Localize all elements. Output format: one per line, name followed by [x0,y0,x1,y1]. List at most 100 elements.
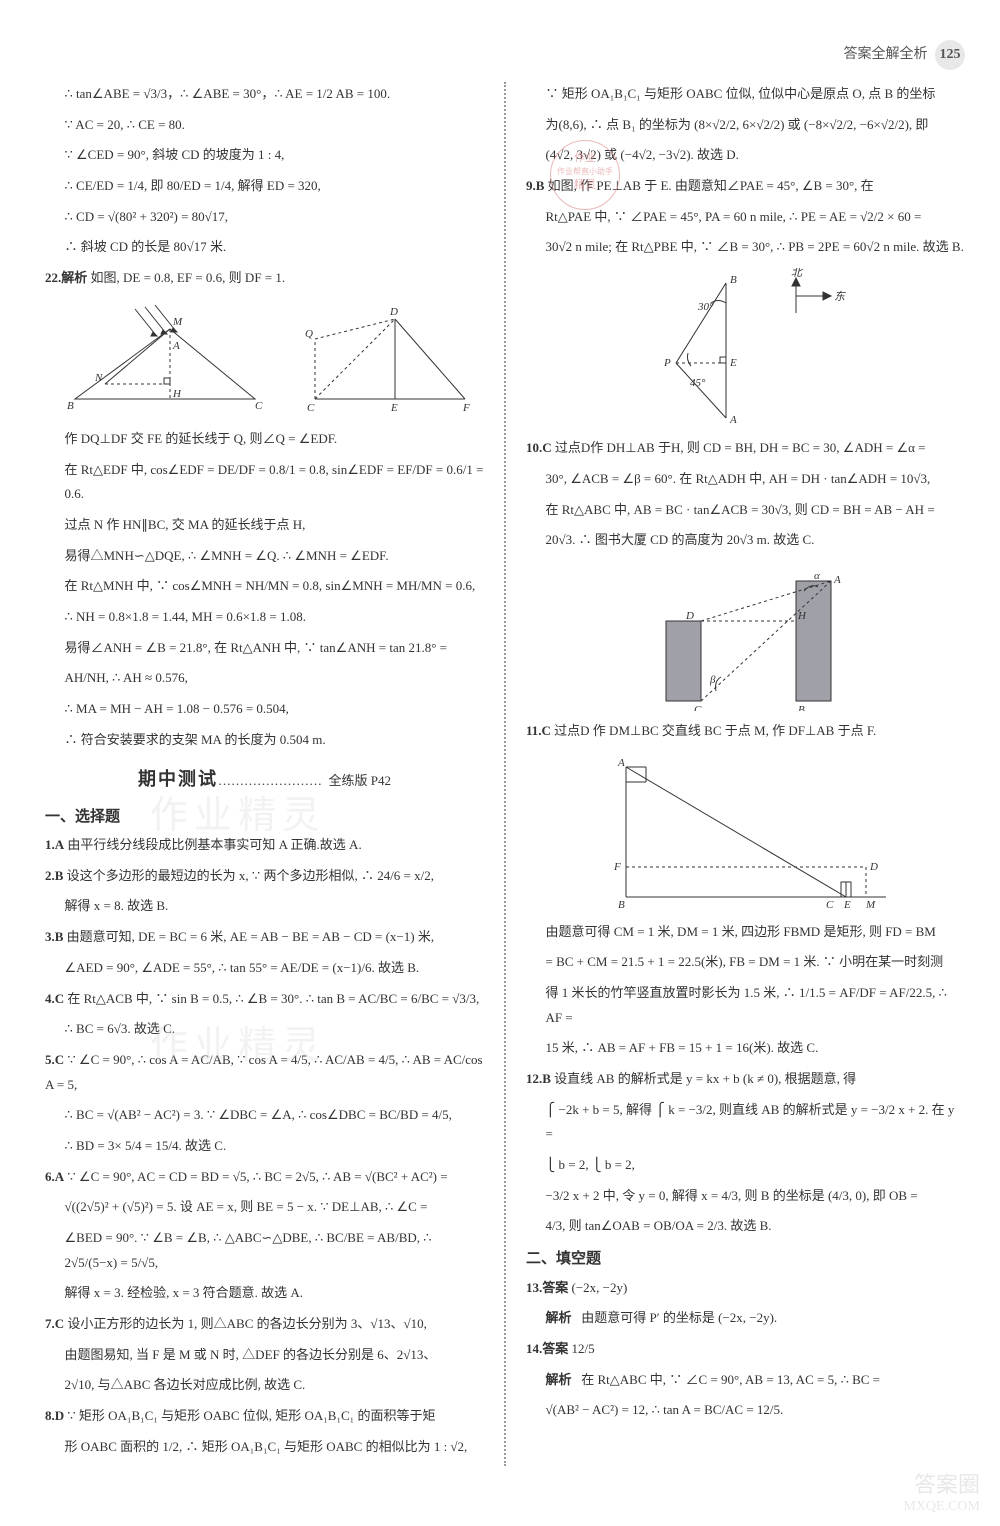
svg-text:C: C [826,899,834,911]
q12-num: 12.B [526,1071,551,1086]
q7-txt: 设小正方形的边长为 1, 则△ABC 的各边长分别为 3、√13、√10, [67,1316,427,1331]
q3-txt: 由题意可知, DE = BC = 6 米, AE = AB − BE = AB … [67,929,434,944]
q13-exp: 由题意可得 P′ 的坐标是 (−2x, −2y). [581,1310,777,1325]
figure-10: αA βD HCB [636,561,856,711]
q13-ans: (−2x, −2y) [572,1280,628,1295]
svg-text:45°: 45° [690,377,706,389]
footer-wm-l1: 答案圈 [903,1472,980,1498]
svg-text:D: D [869,861,878,873]
svg-text:F: F [462,402,470,414]
q3-txt2: ∠AED = 90°, ∠ADE = 55°, ∴ tan 55° = AE/D… [45,956,484,981]
q6-txt4: 解得 x = 3. 经检验, x = 3 符合题意. 故选 A. [45,1281,484,1306]
svg-text:E: E [843,899,851,911]
q22-k: ∴ 符合安装要求的支架 MA 的长度为 0.504 m. [45,728,484,753]
q14-num: 14.答案 [526,1341,568,1356]
svg-text:A: A [729,414,737,426]
q2-txt: 设这个多边形的最短边的长为 x, ∵ 两个多边形相似, ∴ 24/6 = x/2… [67,868,434,883]
stamp: 作业 作业帮直小助手 精灵 [550,140,620,210]
q2-num: 2.B [45,868,63,883]
svg-text:D: D [389,306,398,318]
q6-txt: ∵ ∠C = 90°, AC = CD = BD = √5, ∴ BC = 2√… [67,1169,447,1184]
q2-txt2: 解得 x = 8. 故选 B. [45,894,484,919]
q11-c: = BC + CM = 21.5 + 1 = 22.5(米), FB = DM … [526,950,965,975]
r-p8d: 为(8,6), ∴ 点 B₁ 的坐标为 (8×√2/2, 6×√2/2) 或 (… [526,113,965,138]
svg-text:C: C [694,704,702,711]
q22-b: 作 DQ⊥DF 交 FE 的延长线于 Q, 则∠Q = ∠EDF. [45,427,484,452]
l-p6: ∴ 斜坡 CD 的长是 80√17 米. [45,235,484,260]
q11-num: 11.C [526,723,551,738]
svg-text:P: P [663,357,671,369]
stamp-l1: 作业 [551,151,619,166]
page-number: 125 [935,40,965,70]
q12-txt3: −3/2 x + 2 中, 令 y = 0, 解得 x = 4/3, 则 B 的… [526,1184,965,1209]
svg-text:A: A [172,340,180,352]
svg-text:A: A [617,757,625,769]
q10-txt: 过点D作 DH⊥AB 于H, 则 CD = BH, DH = BC = 30, … [555,440,926,455]
q22-c: 在 Rt△EDF 中, cos∠EDF = DE/DF = 0.8/1 = 0.… [45,458,484,507]
figure-9: B北东 30°E P45°A [636,268,856,428]
q10-txt2: 30°, ∠ACB = ∠β = 60°. 在 Rt△ADH 中, AH = D… [526,467,965,492]
q14-exp: 在 Rt△ABC 中, ∵ ∠C = 90°, AB = 13, AC = 5,… [581,1372,880,1387]
q11-e: 15 米, ∴ AB = AF + FB = 15 + 1 = 16(米). 故… [526,1036,965,1061]
q11-txt: 过点D 作 DM⊥BC 交直线 BC 于点 M, 作 DF⊥AB 于点 F. [554,723,876,738]
heading-2: 二、填空题 [526,1245,965,1274]
q22-d: 过点 N 作 HN∥BC, 交 MA 的延长线于点 H, [45,513,484,538]
q9-num: 9.B [526,178,544,193]
figure-22: MA NB HC DQ EF C [55,299,475,419]
q1-num: 1.A [45,837,64,852]
q8-txt2: 形 OABC 面积的 1/2, ∴ 矩形 OA₁B₁C₁ 与矩形 OABC 的相… [45,1435,484,1460]
svg-text:α: α [814,570,820,582]
svg-text:H: H [797,610,807,622]
footer-watermark: 答案圈 MXQE.COM [903,1472,980,1515]
svg-text:β: β [709,674,716,686]
q11-d: 得 1 米长的竹竿竖直放置时影长为 1.5 米, ∴ 1/1.5 = AF/DF… [526,981,965,1030]
svg-text:Q: Q [305,328,313,340]
svg-text:M: M [865,899,876,911]
midterm-title: 期中测试…………………… 全练版 P42 [45,762,484,796]
svg-text:北: 北 [791,268,804,279]
q22-a: 如图, DE = 0.8, EF = 0.6, 则 DF = 1. [91,270,286,285]
q12-txt4: 4/3, 则 tan∠OAB = OB/OA = 2/3. 故选 B. [526,1214,965,1239]
q14-exp2: √(AB² − AC²) = 12, ∴ tan A = BC/AC = 12/… [526,1398,965,1423]
heading-1: 一、选择题 [45,803,484,832]
l-p5: ∴ CD = √(80² + 320²) = 80√17, [45,205,484,230]
q12-txt: 设直线 AB 的解析式是 y = kx + b (k ≠ 0), 根据题意, 得 [554,1071,856,1086]
stamp-l3: 精灵 [551,178,619,193]
q10-txt4: 20√3. ∴ 图书大厦 CD 的高度为 20√3 m. 故选 C. [526,528,965,553]
l-p4: ∴ CE/ED = 1/4, 即 80/ED = 1/4, 解得 ED = 32… [45,174,484,199]
stamp-l2: 作业帮直小助手 [551,166,619,177]
q9-txt3: 30√2 n mile; 在 Rt△PBE 中, ∵ ∠B = 30°, ∴ P… [526,235,965,260]
l-p3: ∵ ∠CED = 90°, 斜坡 CD 的坡度为 1 : 4, [45,143,484,168]
q10-num: 10.C [526,440,552,455]
column-divider [504,82,506,1466]
q5-txt2: ∴ BC = √(AB² − AC²) = 3. ∵ ∠DBC = ∠A, ∴ … [45,1103,484,1128]
q12-txt2: ⎧ −2k + b = 5, 解得 ⎧ k = −3/2, 则直线 AB 的解析… [526,1098,965,1147]
q14-exp-label: 解析 [546,1372,572,1387]
q8-txt: ∵ 矩形 OA₁B₁C₁ 与矩形 OABC 位似, 矩形 OA₁B₁C₁ 的面积… [67,1408,435,1423]
q22-i: AH/NH, ∴ AH ≈ 0.576, [45,666,484,691]
q22-h: 易得∠ANH = ∠B = 21.8°, 在 Rt△ANH 中, ∵ tan∠A… [45,636,484,661]
q4-txt2: ∴ BC = 6√3. 故选 C. [45,1017,484,1042]
q10-txt3: 在 Rt△ABC 中, AB = BC · tan∠ACB = 30√3, 则 … [526,498,965,523]
q13-num: 13.答案 [526,1280,568,1295]
l-p2: ∵ AC = 20, ∴ CE = 80. [45,113,484,138]
svg-text:B: B [618,899,625,911]
midterm-ref: 全练版 P42 [329,773,391,788]
figure-11: AFD BC EM [586,752,906,912]
q22-j: ∴ MA = MH − AH = 1.08 − 0.576 = 0.504, [45,697,484,722]
q14-ans: 12/5 [572,1341,595,1356]
q7-txt3: 2√10, 与△ABC 各边长对应成比例, 故选 C. [45,1373,484,1398]
svg-text:B: B [730,274,737,286]
l-p1: ∴ tan∠ABE = √3/3，∴ ∠ABE = 30°，∴ AE = 1/2… [45,82,484,107]
q6-txt2: √((2√5)² + (√5)²) = 5. 设 AE = x, 则 BE = … [45,1195,484,1220]
q3-num: 3.B [45,929,63,944]
q13-exp-label: 解析 [546,1310,572,1325]
q11-b: 由题意可得 CM = 1 米, DM = 1 米, 四边形 FBMD 是矩形, … [526,920,965,945]
svg-text:H: H [172,388,182,400]
q1-txt: 由平行线分线段成比例基本事实可知 A 正确.故选 A. [67,837,361,852]
svg-text:C: C [307,402,315,414]
left-column: ∴ tan∠ABE = √3/3，∴ ∠ABE = 30°，∴ AE = 1/2… [45,82,484,1466]
q4-txt: 在 Rt△ACB 中, ∵ sin B = 0.5, ∴ ∠B = 30°. ∴… [67,991,479,1006]
q22-g: ∴ NH = 0.8×1.8 = 1.44, MH = 0.6×1.8 = 1.… [45,605,484,630]
svg-text:N: N [94,372,103,384]
